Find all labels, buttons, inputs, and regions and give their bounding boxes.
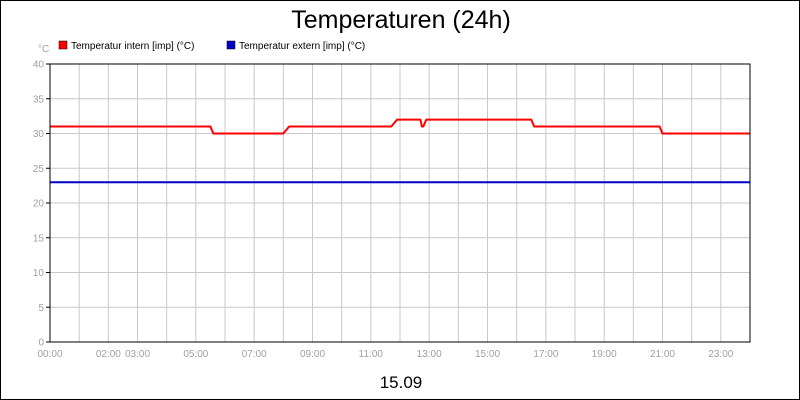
series-line-intern [50, 118, 750, 135]
y-tick-label: 20 [33, 199, 45, 210]
grid [49, 63, 751, 343]
y-tick-label: 15 [33, 233, 45, 244]
y-tick-label: 30 [33, 129, 45, 140]
y-tick-label: 5 [38, 303, 44, 314]
x-tick-label: 23:00 [708, 349, 733, 360]
y-axis-unit: °C [38, 44, 49, 55]
legend-label-intern: Temperatur intern [imp] (°C) [71, 41, 194, 52]
x-tick-label: 17:00 [533, 349, 558, 360]
x-tick-label: 05:00 [183, 349, 208, 360]
y-tick-label: 0 [38, 338, 44, 349]
legend-label-extern: Temperatur extern [imp] (°C) [239, 41, 365, 52]
legend: Temperatur intern [imp] (°C) Temperatur … [58, 40, 365, 52]
x-tick-label: 11:00 [359, 349, 384, 360]
y-tick-label: 35 [33, 94, 45, 105]
y-axis-ticks: 0 5 10 15 20 25 30 35 40 [33, 60, 50, 349]
x-tick-label: 21:00 [650, 349, 675, 360]
x-tick-label: 00:00 [37, 349, 62, 360]
x-tick-label: 02:00 [96, 349, 121, 360]
plot-area-border [49, 63, 751, 343]
legend-swatch-extern [226, 40, 236, 50]
x-tick-label: 07:00 [242, 349, 267, 360]
x-tick-label: 09:00 [300, 349, 325, 360]
y-tick-label: 25 [33, 164, 45, 175]
legend-swatch-intern [58, 40, 68, 50]
date-label: 15.09 [380, 373, 423, 392]
x-tick-label: 19:00 [592, 349, 617, 360]
x-tick-label: 13:00 [417, 349, 442, 360]
y-tick-label: 10 [33, 268, 45, 279]
x-axis-ticks: 00:00 02:00 03:00 05:00 07:00 09:00 11:00 13:00… [37, 349, 733, 360]
x-tick-label: 03:00 [125, 349, 150, 360]
chart-title: Temperaturen (24h) [291, 6, 511, 34]
y-tick-label: 40 [33, 60, 45, 71]
series-lines [50, 118, 750, 184]
x-tick-label: 15:00 [475, 349, 500, 360]
